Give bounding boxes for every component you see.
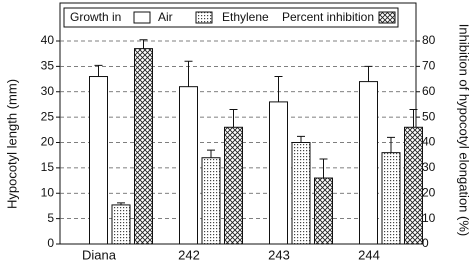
x-tick-label: 242 — [178, 247, 200, 262]
y-tick-label: 20 — [41, 135, 55, 149]
error-bar — [319, 158, 328, 179]
y2-tick-label: 10 — [422, 211, 436, 225]
legend-title: Growth in — [70, 10, 121, 24]
error-bar — [229, 109, 238, 128]
y2-axis-label: Inhibition of hypocotyl elongation (%) — [457, 24, 472, 236]
error-bar — [387, 136, 395, 153]
y2-tick-label: 60 — [422, 84, 436, 98]
y-tick-label: 25 — [41, 109, 55, 123]
bar — [359, 81, 378, 245]
y-axis-label: Hypocotyl length (mm) — [4, 79, 19, 209]
y2-tick-label: 30 — [422, 160, 436, 174]
bar — [201, 157, 221, 245]
error-bar — [207, 149, 215, 158]
y2-tick-label: 20 — [422, 185, 436, 199]
legend-swatch — [378, 11, 396, 24]
legend-label: Percent inhibition — [282, 10, 374, 24]
y-tick-label: 5 — [47, 211, 54, 225]
y-tick-label: 30 — [41, 84, 55, 98]
legend-label: Ethylene — [222, 10, 269, 24]
y2-tick-label: 0 — [422, 236, 429, 250]
error-bar — [184, 60, 193, 87]
error-bar — [94, 64, 103, 77]
bar — [314, 177, 333, 245]
bar — [269, 101, 288, 245]
error-bar — [117, 202, 125, 205]
error-bar — [364, 65, 373, 82]
legend-swatch — [133, 11, 151, 24]
y-tick-label: 15 — [41, 160, 55, 174]
bar — [89, 76, 108, 245]
y-tick-label: 10 — [41, 185, 55, 199]
error-bar — [297, 135, 305, 143]
x-tick-label: 243 — [268, 247, 290, 262]
bar — [381, 152, 401, 245]
y-tick-label: 40 — [41, 33, 55, 47]
bar — [291, 142, 311, 245]
bar — [404, 126, 423, 245]
error-bar — [139, 39, 148, 49]
bar — [179, 86, 198, 245]
bar — [134, 48, 153, 245]
bar — [111, 204, 131, 245]
legend-label: Air — [158, 10, 173, 24]
y2-tick-label: 70 — [422, 59, 436, 73]
y-tick-label: 35 — [41, 59, 55, 73]
y2-tick-label: 50 — [422, 109, 436, 123]
y2-tick-label: 40 — [422, 135, 436, 149]
x-tick-label: 244 — [358, 247, 380, 262]
bar — [224, 126, 243, 245]
y-tick-label: 0 — [47, 236, 54, 250]
error-bar — [409, 109, 418, 128]
error-bar — [274, 76, 283, 102]
y2-tick-label: 80 — [422, 33, 436, 47]
legend-swatch — [195, 11, 213, 24]
x-tick-label: Diana — [82, 247, 117, 262]
